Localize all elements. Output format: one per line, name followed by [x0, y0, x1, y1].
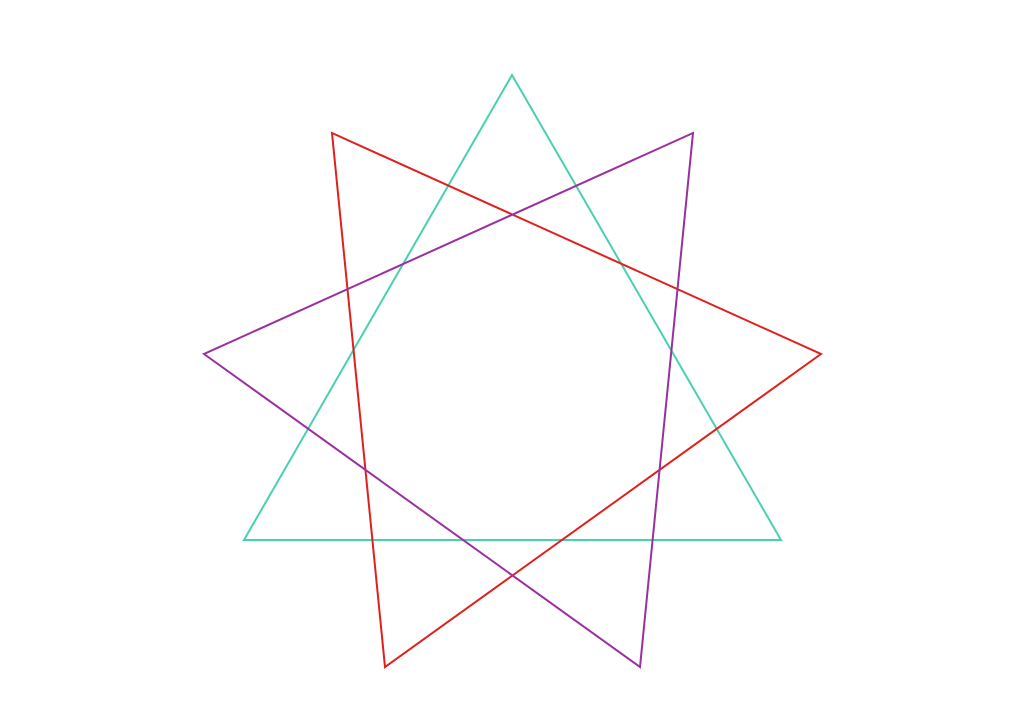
teal-triangle	[242, 73, 783, 541]
red-triangle	[330, 131, 823, 669]
purple-triangle	[202, 131, 695, 669]
